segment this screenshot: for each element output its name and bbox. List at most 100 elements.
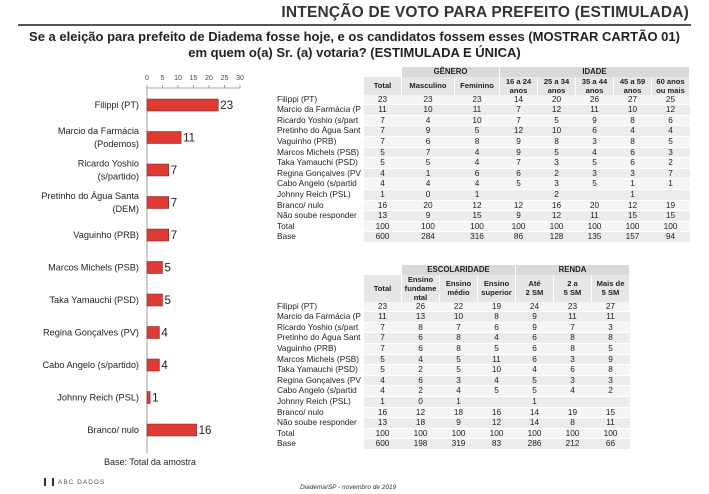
category-label: (s/partido) — [98, 172, 139, 182]
table-cell: 9 — [401, 126, 455, 137]
table-cell: 5 — [363, 158, 402, 169]
survey-question: Se a eleição para prefeito de Diadema fo… — [0, 29, 709, 61]
table-row: Ricardo Yoshio (s/part 7 8 7 6 9 7 3 — [276, 322, 630, 334]
x-tick-label: 5 — [161, 75, 165, 82]
crosstab-education-income: ESCOLARIDADE RENDA Total Ensino fundame ntal E… — [276, 265, 630, 450]
table-cell: 600 — [363, 438, 402, 450]
corner-cell — [276, 274, 364, 302]
table-cell — [499, 189, 538, 201]
row-label: Base — [276, 438, 364, 450]
table-cell: 1 — [454, 189, 500, 201]
table-row: Total 100 100 100 100 100 100 100 100 — [276, 221, 690, 233]
bar — [146, 391, 151, 404]
table-cell: 4 — [363, 168, 402, 180]
table-cell: 6 — [515, 354, 554, 366]
table-cell: 16 — [363, 200, 402, 212]
table-cell: 5 — [477, 343, 516, 355]
table-row: Base 600 284 316 86 128 135 157 94 — [276, 231, 690, 243]
column-header-row: Total Masculino Feminino 16 a 24 anos 25 a 34… — [276, 76, 690, 95]
table-cell: 15 — [651, 211, 690, 222]
bar — [146, 98, 219, 112]
bar — [146, 196, 169, 209]
table-cell: 23 — [363, 94, 402, 106]
table-cell: 11 — [363, 312, 402, 323]
table-cell: 8 — [553, 333, 592, 344]
brand-logo: ABC DADOS — [44, 478, 105, 486]
table-cell: 8 — [477, 312, 516, 323]
table-cell: 100 — [515, 428, 554, 440]
row-label: Pretinho do Água Sant — [276, 332, 364, 344]
table-cell: 3 — [575, 136, 614, 148]
table-row: Marcos Michels (PSB) 5 4 5 11 6 3 9 — [276, 354, 630, 366]
table-cell: 19 — [553, 407, 592, 419]
table-cell: 8 — [454, 136, 500, 148]
table-cell: 4 — [553, 386, 592, 397]
table-cell: 8 — [553, 418, 592, 429]
table-cell: 9 — [515, 312, 554, 323]
row-label: Total — [276, 221, 364, 233]
table-cell: 9 — [499, 211, 538, 222]
table-cell: 13 — [363, 211, 402, 222]
column-header: Masculino — [401, 76, 455, 95]
total-group-cell — [363, 265, 402, 275]
table-cell: 19 — [477, 301, 516, 313]
table-cell: 12 — [613, 200, 652, 212]
table-cell: 8 — [591, 333, 630, 344]
table-cell: 6 — [575, 126, 614, 137]
table-row: Regina Gonçalves (PV 4 1 6 6 2 3 3 7 — [276, 168, 690, 180]
table-cell: 13 — [363, 418, 402, 429]
bar — [146, 163, 169, 177]
column-header: 60 anos ou mais — [651, 76, 690, 95]
logo-icon — [44, 478, 54, 486]
table-cell: 4 — [363, 386, 402, 397]
row-label: Regina Gonçalves (PV — [276, 375, 364, 387]
column-header: Feminino — [454, 76, 500, 95]
table-cell: 7 — [363, 126, 402, 137]
table-cell: 86 — [499, 231, 538, 243]
table-row: Branco/ nulo 16 12 18 16 14 19 15 — [276, 407, 630, 419]
total-group-cell — [363, 67, 402, 77]
category-label: Pretinho do Água Santa — [41, 191, 139, 201]
table-cell: 1 — [651, 179, 690, 190]
group-header: GÊNERO — [401, 67, 500, 77]
bar-value-label: 5 — [165, 295, 171, 307]
column-header: Mais de 5 SM — [591, 274, 630, 302]
column-header: 45 a 59 anos — [613, 76, 652, 95]
category-label: Marcos Michels (PSB) — [48, 263, 139, 273]
table-cell: 284 — [401, 231, 455, 243]
table-cell: 14 — [515, 407, 554, 419]
table-row: Johnny Reich (PSL) 1 0 1 1 — [276, 396, 630, 408]
table-cell: 12 — [651, 105, 690, 116]
table-cell: 23 — [401, 94, 455, 106]
table-cell: 7 — [363, 333, 402, 344]
table-cell: 12 — [454, 200, 500, 212]
table-cell: 16 — [363, 407, 402, 419]
table-cell: 24 — [515, 301, 554, 313]
table-cell: 12 — [537, 105, 576, 116]
table-cell: 5 — [537, 115, 576, 127]
bar — [146, 358, 160, 372]
table-cell: 6 — [515, 333, 554, 344]
table-cell: 1 — [401, 168, 455, 180]
group-header: IDADE — [499, 67, 690, 77]
row-label: Ricardo Yoshio (s/part — [276, 115, 364, 127]
table-cell: 11 — [363, 105, 402, 116]
group-header-row: GÊNERO IDADE — [276, 67, 690, 77]
table-cell: 4 — [401, 354, 440, 366]
table-cell: 3 — [591, 322, 630, 334]
table-cell: 212 — [553, 438, 592, 450]
group-header: ESCOLARIDADE — [401, 265, 516, 275]
table-row: Vaguinho (PRB) 7 6 8 5 6 8 5 — [276, 343, 630, 355]
category-label: Ricardo Yoshio — [78, 159, 139, 169]
row-label: Marcio da Farmácia (P — [276, 104, 364, 116]
table-cell: 100 — [363, 221, 402, 233]
table-cell: 9 — [401, 211, 455, 222]
category-label: Taka Yamauchi (PSD) — [49, 295, 139, 305]
table-cell: 100 — [537, 221, 576, 233]
table-cell: 2 — [537, 168, 576, 180]
table-cell: 3 — [537, 158, 576, 169]
table-cell: 8 — [401, 322, 440, 334]
table-cell: 2 — [401, 386, 440, 397]
footer-note: Diadema/SP - novembro de 2019 — [300, 484, 397, 491]
